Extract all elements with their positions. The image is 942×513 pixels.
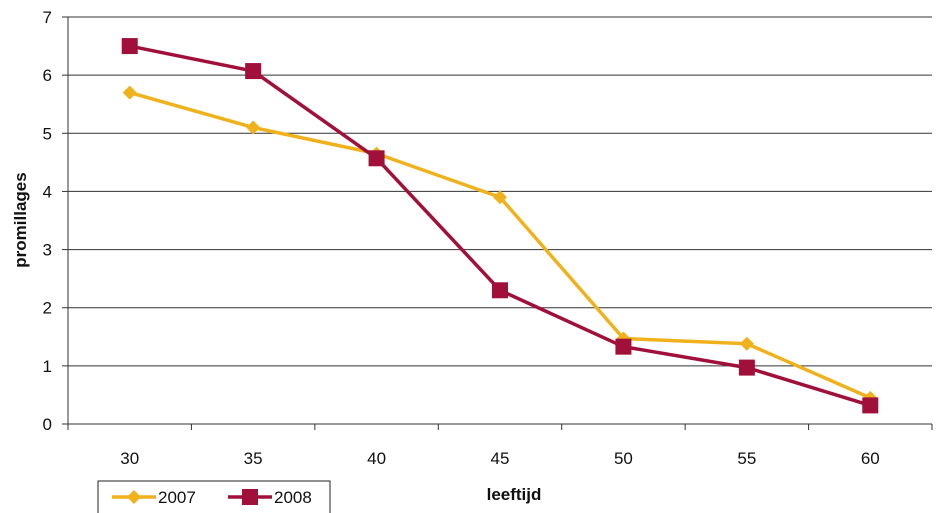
y-tick-label: 6: [43, 66, 52, 85]
data-point-marker: [245, 63, 262, 80]
data-point-marker: [492, 282, 508, 299]
x-tick-label: 50: [614, 449, 633, 468]
data-point-marker: [739, 336, 754, 351]
x-tick-label: 40: [367, 449, 386, 468]
legend-item: 2007: [112, 488, 196, 507]
y-tick-label: 5: [43, 124, 52, 143]
y-tick-label: 0: [43, 415, 52, 434]
x-tick-label: 30: [120, 449, 139, 468]
y-axis-title: promillages: [11, 172, 30, 267]
y-tick-label: 7: [43, 8, 52, 27]
legend-marker: [242, 489, 258, 505]
y-tick-label: 3: [43, 241, 52, 260]
series-line: [129, 90, 871, 400]
data-point-marker: [121, 38, 138, 55]
x-axis-title: leeftijd: [487, 485, 542, 504]
data-point-marker: [493, 190, 507, 205]
legend: 2007 2008: [97, 480, 331, 513]
y-tick-label: 2: [43, 299, 52, 318]
legend-label: 2007: [158, 488, 196, 507]
legend-marker: [127, 490, 141, 504]
data-point-marker: [738, 359, 755, 376]
data-point-marker: [615, 338, 632, 355]
series-lines: [121, 38, 879, 414]
series-line: [129, 44, 871, 408]
x-tick-label: 45: [491, 449, 510, 468]
data-point-marker: [246, 120, 261, 135]
y-tick-label: 4: [43, 182, 52, 201]
axes: [62, 16, 933, 430]
x-tick-label: 55: [737, 449, 756, 468]
legend-label: 2008: [274, 488, 312, 507]
data-point-marker: [122, 85, 137, 100]
y-tick-label: 1: [43, 357, 52, 376]
x-tick-label: 35: [244, 449, 263, 468]
data-point-marker: [368, 150, 385, 167]
legend-item: 2008: [228, 488, 312, 507]
data-point-marker: [862, 397, 879, 414]
gridlines: [68, 16, 932, 367]
series-2008: [121, 38, 879, 414]
x-tick-label: 60: [861, 449, 880, 468]
